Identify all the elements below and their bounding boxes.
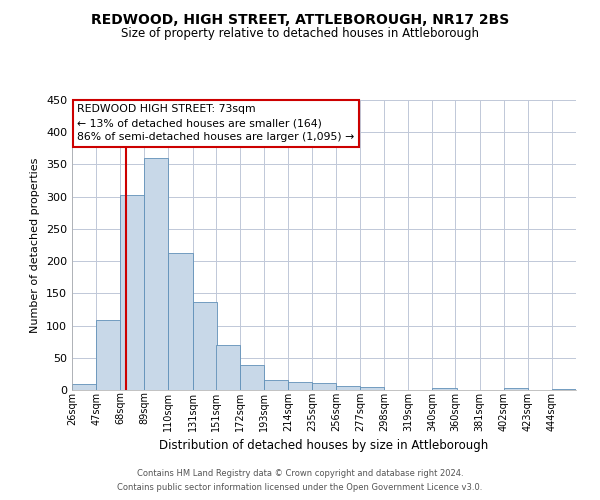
- Bar: [433, 388, 457, 390]
- Bar: [96, 320, 120, 390]
- Bar: [264, 380, 288, 390]
- Bar: [193, 302, 217, 390]
- X-axis label: Distribution of detached houses by size in Attleborough: Distribution of detached houses by size …: [160, 439, 488, 452]
- Bar: [552, 388, 576, 390]
- Bar: [215, 345, 239, 390]
- Bar: [360, 388, 384, 390]
- Y-axis label: Number of detached properties: Number of detached properties: [31, 158, 40, 332]
- Bar: [288, 382, 312, 390]
- Bar: [503, 388, 528, 390]
- Text: Size of property relative to detached houses in Attleborough: Size of property relative to detached ho…: [121, 28, 479, 40]
- Text: REDWOOD HIGH STREET: 73sqm
← 13% of detached houses are smaller (164)
86% of sem: REDWOOD HIGH STREET: 73sqm ← 13% of deta…: [77, 104, 354, 142]
- Bar: [120, 196, 145, 390]
- Bar: [72, 384, 96, 390]
- Text: REDWOOD, HIGH STREET, ATTLEBOROUGH, NR17 2BS: REDWOOD, HIGH STREET, ATTLEBOROUGH, NR17…: [91, 12, 509, 26]
- Bar: [336, 386, 360, 390]
- Text: Contains HM Land Registry data © Crown copyright and database right 2024.: Contains HM Land Registry data © Crown c…: [137, 468, 463, 477]
- Bar: [169, 252, 193, 390]
- Bar: [145, 158, 169, 390]
- Bar: [239, 365, 264, 390]
- Text: Contains public sector information licensed under the Open Government Licence v3: Contains public sector information licen…: [118, 484, 482, 492]
- Bar: [312, 383, 336, 390]
